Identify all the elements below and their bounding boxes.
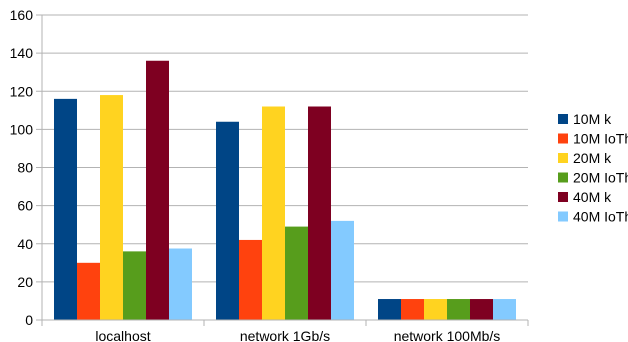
y-tick-label: 120: [10, 83, 34, 99]
bar-10m-k-2: [378, 299, 401, 320]
x-tick-labels: localhost network 1Gb/s network 100Mb/s: [95, 328, 500, 342]
bar-10m-k-1: [216, 121, 239, 320]
bar-40m-k-1: [308, 106, 331, 320]
y-tick-label: 80: [17, 160, 33, 176]
bar-10m-k-0: [54, 98, 77, 320]
bar-20m-ioth-1: [285, 226, 308, 320]
bar-20m-k-0: [100, 95, 123, 320]
x-tick-label: network 100Mb/s: [394, 328, 501, 342]
bar-40m-k-2: [470, 299, 493, 320]
y-tick-label: 60: [17, 198, 33, 214]
bars: [54, 60, 516, 320]
y-tick-label: 100: [10, 121, 34, 137]
legend-label: 20M IoTh: [573, 170, 628, 186]
bar-10m-ioth-0: [77, 262, 100, 320]
axes: [41, 15, 529, 326]
legend-label: 40M IoTh: [573, 209, 628, 225]
bar-20m-ioth-2: [447, 299, 470, 320]
legend-swatch: [558, 172, 568, 183]
legend: 10M k 10M IoTh 20M k 20M IoTh 40M k 40M IoTh: [558, 111, 628, 225]
bar-40m-ioth-2: [493, 299, 516, 320]
bar-40m-k-0: [146, 60, 169, 320]
bar-40m-ioth-0: [169, 248, 192, 320]
legend-swatch: [558, 153, 568, 163]
legend-label: 10M k: [573, 111, 612, 127]
legend-swatch: [558, 114, 568, 124]
legend-label: 40M k: [573, 189, 612, 205]
y-tick-label: 0: [25, 312, 33, 328]
y-tick-label: 20: [17, 274, 33, 290]
y-tick-label: 140: [10, 45, 34, 61]
bar-20m-k-1: [262, 106, 285, 320]
legend-swatch: [558, 192, 568, 202]
y-tick-labels: 0 20 40 60 80 100 120 140 160: [10, 7, 34, 328]
bar-20m-ioth-0: [123, 251, 146, 320]
x-tick-label: localhost: [95, 328, 150, 342]
bar-40m-ioth-1: [331, 220, 354, 320]
y-tick-label: 160: [10, 7, 34, 23]
bar-10m-ioth-2: [401, 299, 424, 320]
x-tick-label: network 1Gb/s: [240, 328, 330, 342]
y-tick-label: 40: [17, 236, 33, 252]
legend-label: 10M IoTh: [573, 131, 628, 147]
legend-swatch: [558, 211, 568, 222]
bar-10m-ioth-1: [239, 239, 262, 320]
legend-label: 20M k: [573, 150, 612, 166]
legend-swatch: [558, 133, 568, 144]
bar-20m-k-2: [424, 299, 447, 320]
